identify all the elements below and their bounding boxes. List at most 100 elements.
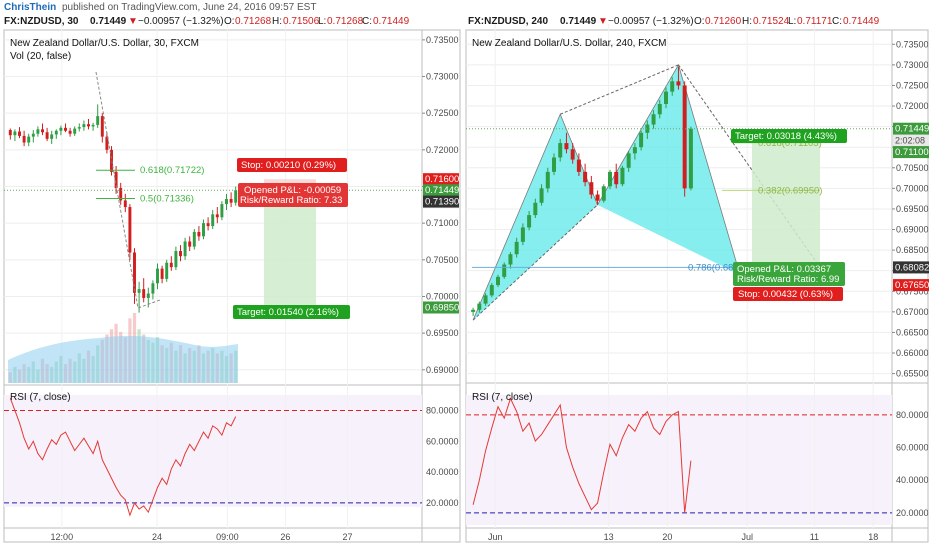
pl-label-box [733,262,845,286]
y-tick-label: 0.71000 [426,218,459,228]
target-label: Target: 0.03018 (4.43%) [735,131,837,142]
candle-body [50,134,54,139]
candle-body [206,223,210,227]
candle-body [160,268,164,279]
x-tick-label: 12:00 [51,532,74,542]
y-tick-label: 0.73500 [426,35,459,45]
candle-body [552,157,556,172]
left-rsi-band [4,395,422,507]
y-tick-label: 0.69500 [426,328,459,338]
target-zone [264,194,316,308]
last-price-tag: 0.71449 [425,185,459,196]
target-label: Target: 0.01540 (2.16%) [237,307,339,318]
candle-body [128,207,132,253]
pl-label: Opened P&L: -0.00059 [244,185,341,196]
harmonic-xb-line [472,204,598,321]
y-tick-label: 0.69500 [896,204,929,214]
candle-body [68,130,72,134]
candle-body [41,129,44,133]
right-symbol: FX:NZDUSD, 240 [468,16,548,27]
left-change: −0.00957 (−1.32%) [138,16,224,27]
candle-body [82,124,86,128]
price-tag [423,301,459,314]
candle-body [589,182,594,195]
candle-body [18,131,21,136]
candle-body [174,251,178,268]
entry-price-tag: 0.71390 [425,197,459,208]
price-tag [423,195,459,208]
y-tick-label: 0.70500 [896,163,929,173]
candle-body [508,254,513,265]
candle-body [13,131,17,136]
author-name[interactable]: ChrisThein [4,2,56,13]
y-tick-label: 0.68500 [896,245,929,255]
candle-body [77,127,81,129]
rsi-tick-label: 40.0000 [896,475,929,485]
candle-body [471,309,476,312]
left-chart-panel[interactable]: 0.618(0.71722) 0.5(0.71336) 0.73500 0.7300… [3,24,461,543]
candle-body [8,130,12,136]
rsi-tick-label: 60.0000 [426,436,459,446]
candle-body [225,198,228,205]
candle-body [477,303,482,310]
target-zone [752,143,820,268]
right-close: 0.71449 [843,16,880,27]
y-tick-label: 0.66000 [896,348,929,358]
y-tick-label: 0.69000 [896,225,929,235]
rsi-tick-label: 40.0000 [426,467,459,477]
candle-body [676,81,681,86]
candle-body [59,127,63,131]
candle-body [545,171,550,189]
candle-body [119,187,123,201]
x-tick-label: 18 [868,532,878,542]
svg-text:C:: C: [362,16,372,27]
candle-body [114,171,118,188]
y-tick-label: 0.72500 [896,80,929,90]
y-tick-label: 0.67000 [896,307,929,317]
candle-body [202,223,205,237]
candle-body [64,127,67,131]
rr-label: Risk/Reward Ratio: 6.99 [737,274,839,285]
candle-body [211,214,215,227]
left-open: 0.71268 [235,16,272,27]
y-tick-label: 0.73000 [426,72,459,82]
svg-text:C:: C: [832,16,842,27]
y-tick-label: 0.70000 [896,183,929,193]
candle-body [688,128,693,189]
publish-info: published on TradingView.com, June 24, 2… [62,2,316,13]
candle-body [576,159,581,172]
candle-body [188,241,192,247]
candle-body [514,241,519,255]
candle-body [220,204,224,218]
candle-body [156,268,159,284]
candle-body [146,293,150,298]
y-tick-label: 0.69000 [426,365,459,375]
price-tag [893,122,929,135]
left-chart-title: New Zealand Dollar/U.S. Dollar, 30, FXCM [10,38,199,49]
volume-ma-area [8,335,238,383]
down-arrow-icon: ▼ [128,16,138,27]
right-rsi-label: RSI (7, close) [472,392,533,403]
entry-price-tag: 0.71100 [895,147,929,158]
x-tick-label: 09:00 [216,532,239,542]
stop-price-tag: 0.67650 [895,280,929,291]
svg-text:L:: L: [318,16,326,27]
left-high: 0.71506 [283,16,320,27]
candle-body [183,241,187,257]
candle-body [192,231,196,247]
stop-label-box [237,158,347,172]
right-chart-panel[interactable]: 0.618(0.71105) 0.382(0.69950) 0.786(0.68 0… [465,24,929,543]
candle-body [496,276,500,286]
last-price-tag: 0.71449 [895,124,929,135]
x-tick-label: 24 [152,532,162,542]
svg-text:O:: O: [224,16,235,27]
fib-level-label: 0.382(0.69950) [758,185,822,196]
candle-body [123,200,127,208]
candle-body [601,186,606,201]
candle-body [142,289,146,298]
candle-body [215,214,219,218]
x-tick-label: Jun [488,532,503,542]
candle-body [620,167,625,185]
fib-trend-line [95,71,161,309]
